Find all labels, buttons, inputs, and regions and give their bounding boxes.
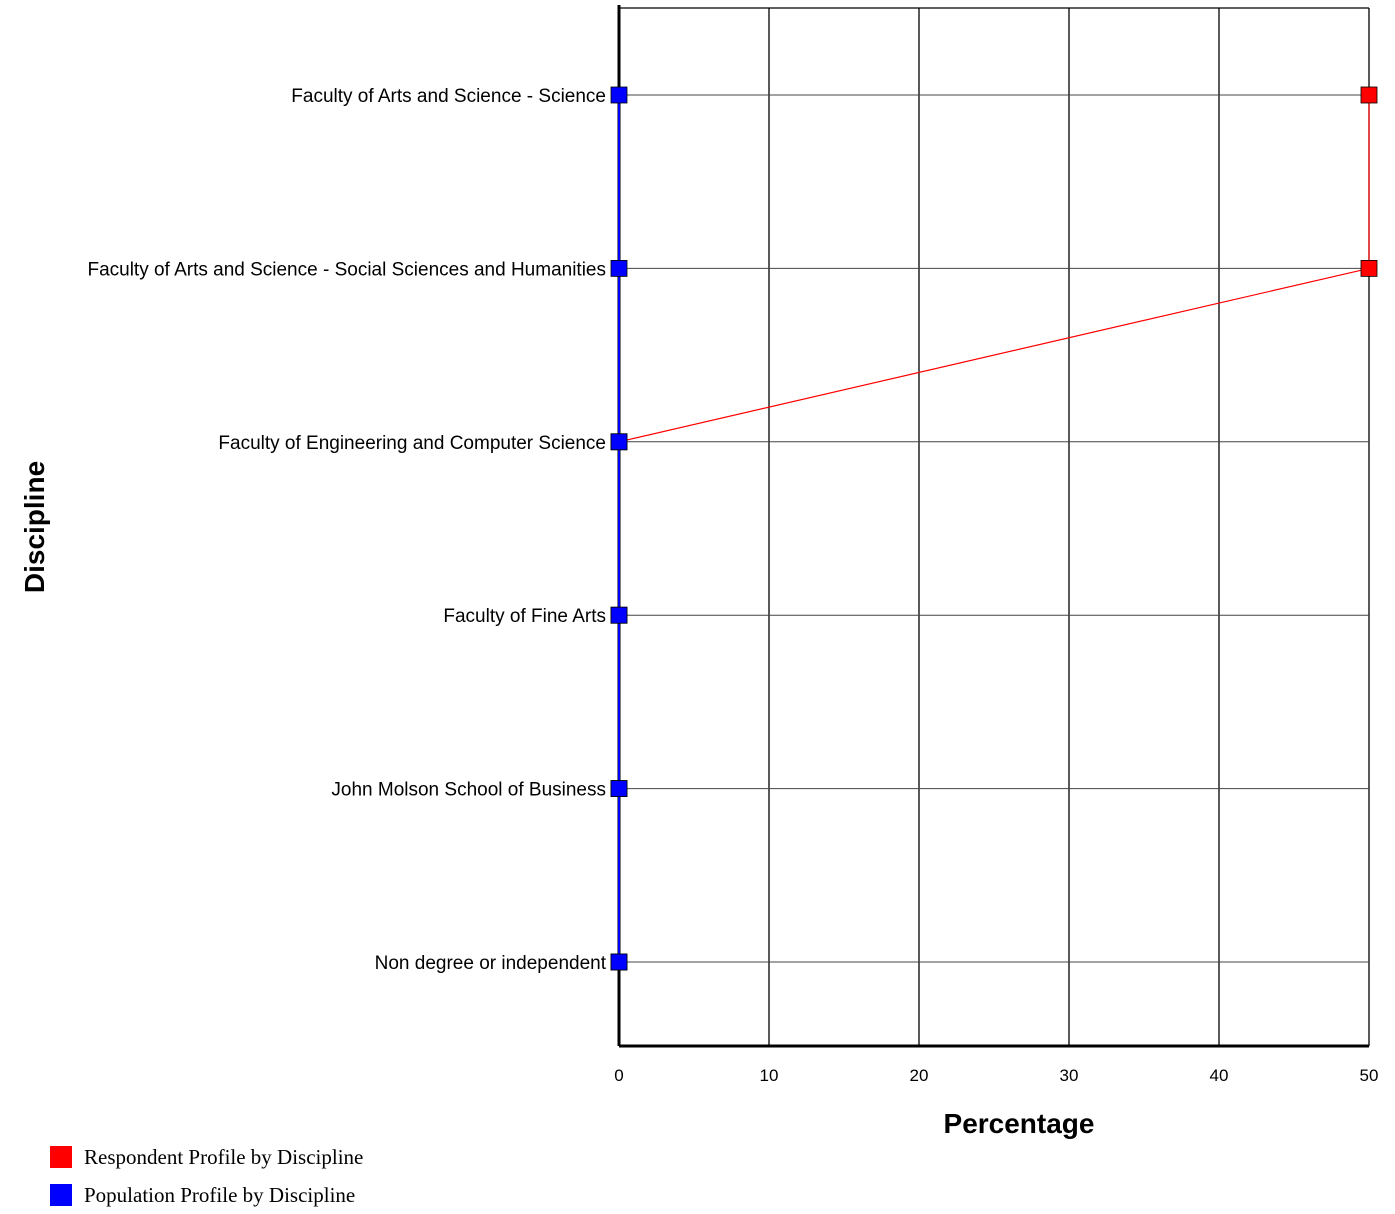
x-tick-label: 30 <box>1060 1066 1079 1085</box>
legend-swatch-respondent <box>50 1146 72 1168</box>
data-point-series-0 <box>1360 259 1378 277</box>
markers <box>610 86 1378 971</box>
category-labels: Faculty of Arts and Science - Science Fac… <box>87 86 606 974</box>
legend-label-population: Population Profile by Discipline <box>84 1182 356 1207</box>
x-tick-label: 20 <box>910 1066 929 1085</box>
data-point-series-1 <box>610 606 628 624</box>
series-line-0 <box>618 95 1370 962</box>
series-lines <box>618 95 1370 962</box>
category-label: Faculty of Engineering and Computer Scie… <box>218 433 606 454</box>
data-point-series-1 <box>610 780 628 797</box>
data-point-series-1 <box>610 953 628 971</box>
x-tick-label: 0 <box>614 1066 623 1085</box>
category-label: Faculty of Arts and Science - Science <box>291 86 606 107</box>
legend-swatch-population <box>50 1184 72 1206</box>
y-axis-title: Discipline <box>19 461 50 593</box>
legend-label-respondent: Respondent Profile by Discipline <box>84 1144 364 1169</box>
data-point-series-1 <box>610 86 628 104</box>
data-point-series-1 <box>610 433 628 451</box>
tick-labels: 0 10 20 30 40 50 <box>614 1066 1378 1085</box>
x-axis-title: Percentage <box>944 1108 1095 1139</box>
legend: Respondent Profile by Discipline Populat… <box>50 1138 363 1214</box>
category-label: Non degree or independent <box>375 953 607 974</box>
x-tick-label: 10 <box>760 1066 779 1085</box>
axes <box>617 5 1369 1048</box>
data-point-series-0 <box>1360 86 1378 104</box>
category-label: John Molson School of Business <box>331 780 606 801</box>
legend-item-population: Population Profile by Discipline <box>50 1176 363 1214</box>
data-point-series-1 <box>610 259 628 277</box>
legend-item-respondent: Respondent Profile by Discipline <box>50 1138 363 1176</box>
category-label: Faculty of Fine Arts <box>443 606 606 627</box>
x-tick-label: 40 <box>1210 1066 1229 1085</box>
gridlines <box>619 7 1370 1046</box>
category-label: Faculty of Arts and Science - Social Sci… <box>87 259 606 280</box>
x-tick-label: 50 <box>1360 1066 1379 1085</box>
